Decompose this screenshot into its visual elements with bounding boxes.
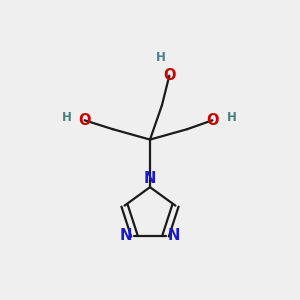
Text: O: O	[163, 68, 176, 83]
Text: H: H	[227, 111, 237, 124]
Text: H: H	[156, 51, 166, 64]
Text: O: O	[206, 113, 219, 128]
Text: N: N	[144, 171, 156, 186]
Text: H: H	[62, 111, 72, 124]
Text: O: O	[78, 113, 91, 128]
Text: N: N	[119, 228, 132, 243]
Text: N: N	[168, 228, 181, 243]
